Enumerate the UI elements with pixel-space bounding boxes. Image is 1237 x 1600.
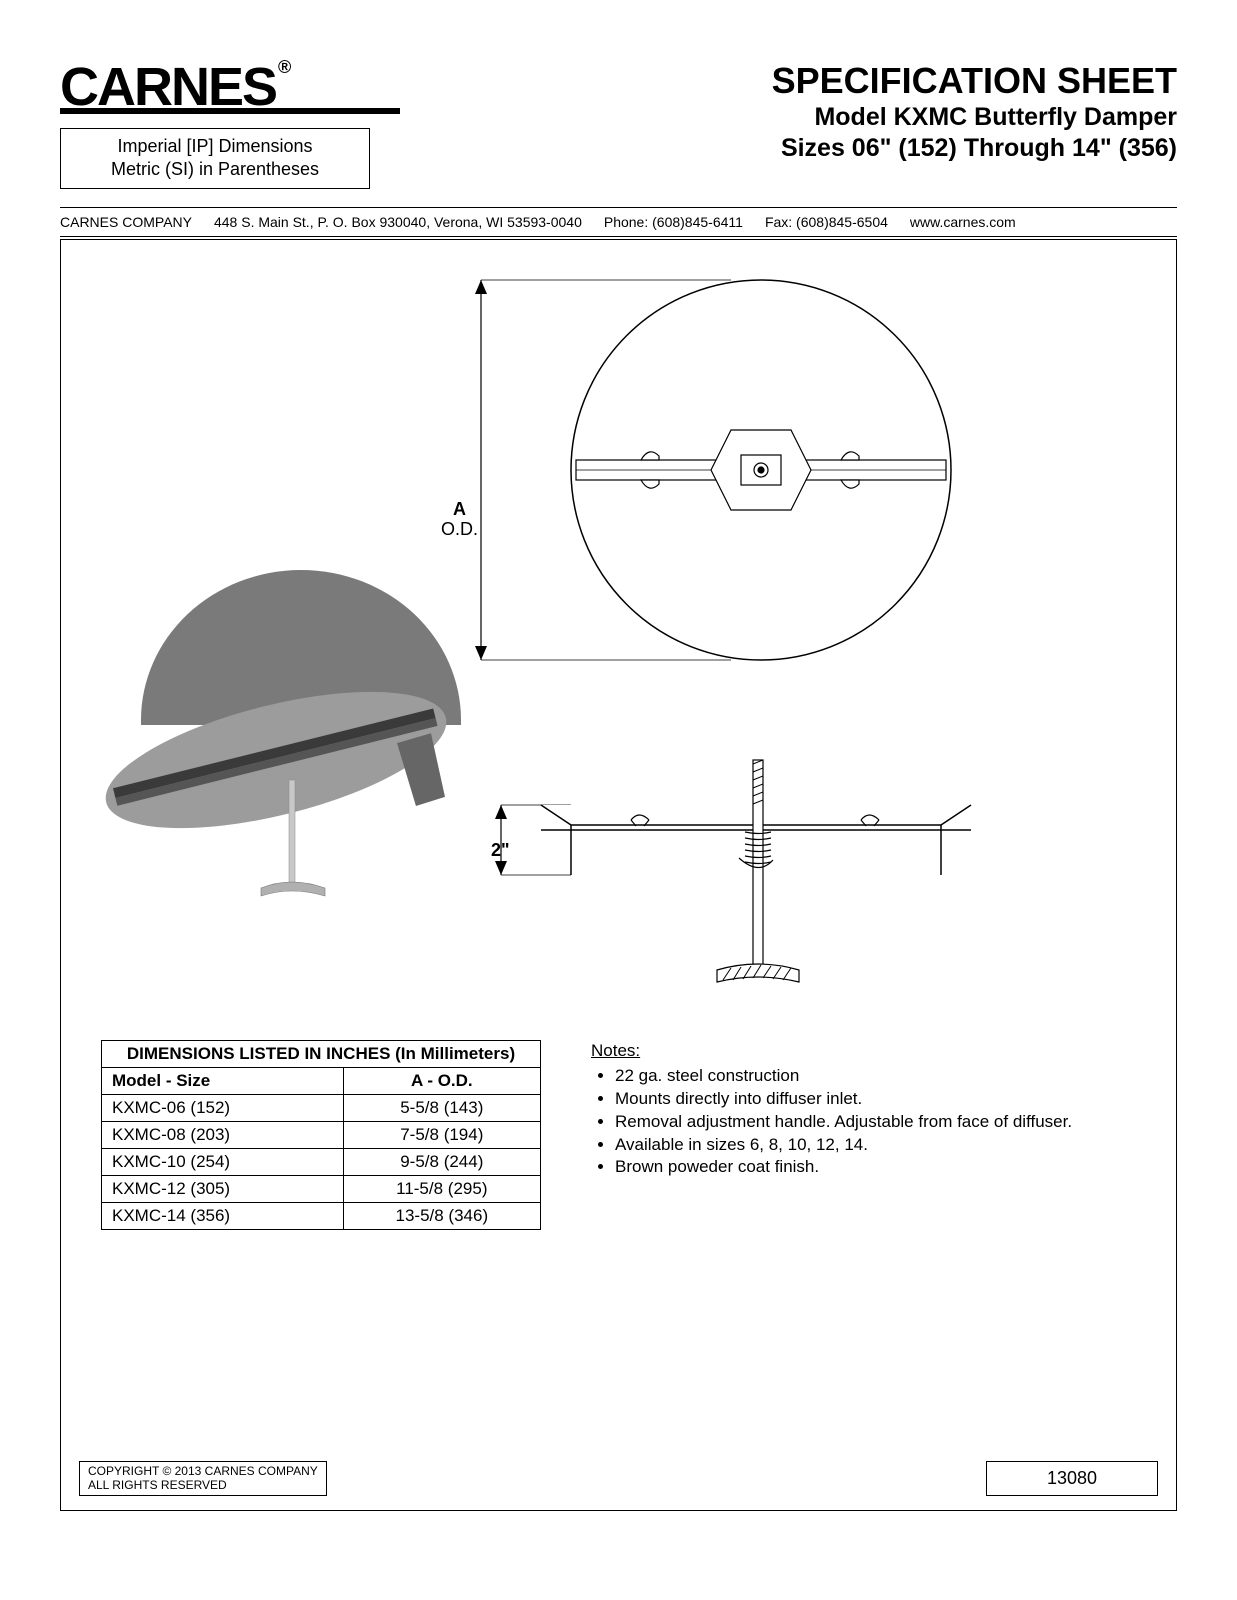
units-line2: Metric (SI) in Parentheses <box>65 158 365 181</box>
col-a-header: A - O.D. <box>343 1067 540 1094</box>
cell-a: 5-5/8 (143) <box>343 1094 540 1121</box>
units-line1: Imperial [IP] Dimensions <box>65 135 365 158</box>
copyright-box: COPYRIGHT © 2013 CARNES COMPANY ALL RIGH… <box>79 1461 327 1496</box>
registered-icon: ® <box>278 57 289 77</box>
model-line: Model KXMC Butterfly Damper <box>772 102 1177 133</box>
lower-content: DIMENSIONS LISTED IN INCHES (In Millimet… <box>101 1040 1136 1230</box>
company-phone: Phone: (608)845-6411 <box>604 214 743 230</box>
footer-row: COPYRIGHT © 2013 CARNES COMPANY ALL RIGH… <box>79 1461 1158 1496</box>
side-view-diagram <box>461 750 1021 1000</box>
cell-model: KXMC-14 (356) <box>102 1202 344 1229</box>
header: CARNES® Imperial [IP] Dimensions Metric … <box>60 60 1177 189</box>
table-row: KXMC-12 (305) 11-5/8 (295) <box>102 1175 541 1202</box>
diagram-area: A O.D. <box>61 240 1176 1020</box>
table-row: KXMC-10 (254) 9-5/8 (244) <box>102 1148 541 1175</box>
company-info-bar: CARNES COMPANY 448 S. Main St., P. O. Bo… <box>60 207 1177 237</box>
table-row: KXMC-14 (356) 13-5/8 (346) <box>102 1202 541 1229</box>
top-view-diagram <box>431 250 991 690</box>
cell-a: 13-5/8 (346) <box>343 1202 540 1229</box>
brand-logo: CARNES® <box>60 60 287 114</box>
table-title: DIMENSIONS LISTED IN INCHES (In Millimet… <box>102 1040 541 1067</box>
dimension-a-sub: O.D. <box>441 519 478 539</box>
notes-list: 22 ga. steel construction Mounts directl… <box>591 1065 1072 1180</box>
company-name: CARNES COMPANY <box>60 214 192 230</box>
spec-sheet-page: CARNES® Imperial [IP] Dimensions Metric … <box>0 0 1237 1600</box>
cell-a: 11-5/8 (295) <box>343 1175 540 1202</box>
note-item: 22 ga. steel construction <box>615 1065 1072 1088</box>
sizes-line: Sizes 06" (152) Through 14" (356) <box>772 133 1177 164</box>
note-item: Mounts directly into diffuser inlet. <box>615 1088 1072 1111</box>
notes-heading: Notes: <box>591 1041 640 1060</box>
units-box: Imperial [IP] Dimensions Metric (SI) in … <box>60 128 370 189</box>
company-web: www.carnes.com <box>910 214 1016 230</box>
cell-model: KXMC-06 (152) <box>102 1094 344 1121</box>
title-block: SPECIFICATION SHEET Model KXMC Butterfly… <box>772 60 1177 165</box>
cell-a: 9-5/8 (244) <box>343 1148 540 1175</box>
company-fax: Fax: (608)845-6504 <box>765 214 888 230</box>
copyright-line2: ALL RIGHTS RESERVED <box>88 1478 318 1492</box>
isometric-diagram <box>101 570 481 930</box>
note-item: Removal adjustment handle. Adjustable fr… <box>615 1111 1072 1134</box>
document-number: 13080 <box>986 1461 1158 1496</box>
notes-section: Notes: 22 ga. steel construction Mounts … <box>591 1040 1072 1180</box>
body-frame: A O.D. <box>60 239 1177 1511</box>
copyright-line1: COPYRIGHT © 2013 CARNES COMPANY <box>88 1464 318 1478</box>
brand-name: CARNES <box>60 57 276 117</box>
note-item: Available in sizes 6, 8, 10, 12, 14. <box>615 1134 1072 1157</box>
dimension-2inch-label: 2" <box>491 840 510 861</box>
company-address: 448 S. Main St., P. O. Box 930040, Veron… <box>214 214 582 230</box>
cell-model: KXMC-12 (305) <box>102 1175 344 1202</box>
page-title: SPECIFICATION SHEET <box>772 60 1177 102</box>
dimension-a-label: A O.D. <box>441 500 478 540</box>
col-model-header: Model - Size <box>102 1067 344 1094</box>
cell-a: 7-5/8 (194) <box>343 1121 540 1148</box>
table-row: KXMC-06 (152) 5-5/8 (143) <box>102 1094 541 1121</box>
dimensions-table: DIMENSIONS LISTED IN INCHES (In Millimet… <box>101 1040 541 1230</box>
cell-model: KXMC-08 (203) <box>102 1121 344 1148</box>
logo-block: CARNES® Imperial [IP] Dimensions Metric … <box>60 60 400 189</box>
table-row: KXMC-08 (203) 7-5/8 (194) <box>102 1121 541 1148</box>
note-item: Brown poweder coat finish. <box>615 1156 1072 1179</box>
cell-model: KXMC-10 (254) <box>102 1148 344 1175</box>
dimension-a-bold: A <box>453 499 466 519</box>
